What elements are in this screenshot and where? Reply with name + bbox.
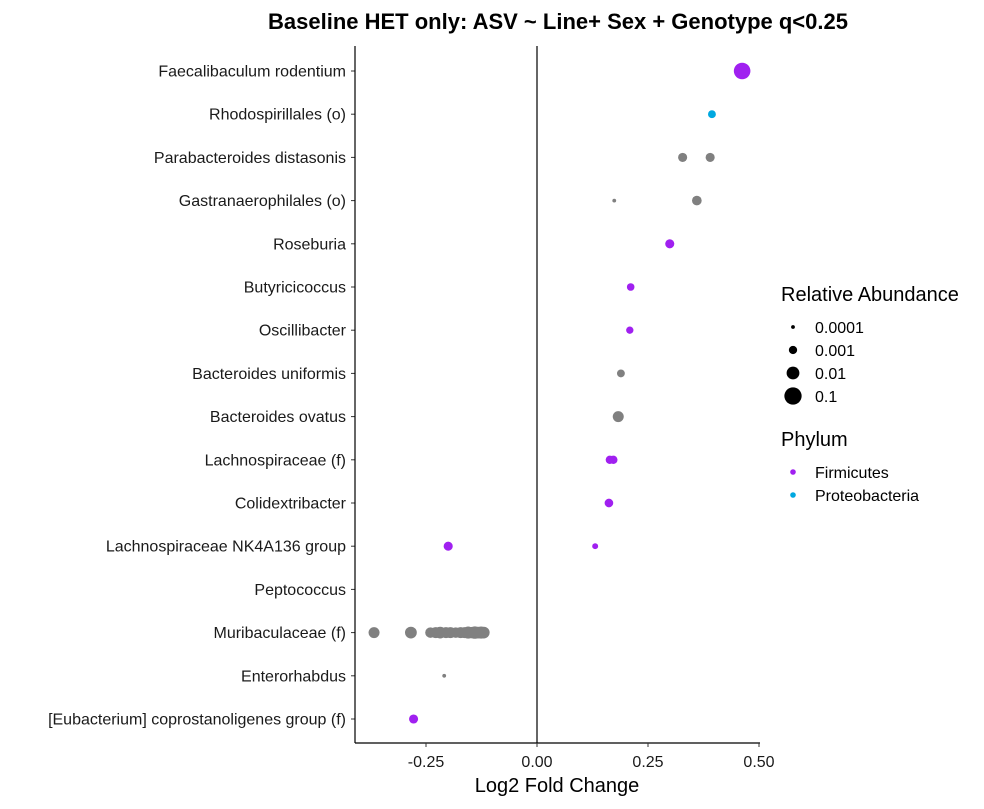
size-legend-key: [791, 325, 795, 329]
data-point: [692, 195, 702, 206]
y-tick-label: Roseburia: [273, 236, 346, 253]
y-tick-label: Oscillibacter: [259, 323, 347, 340]
data-point: [616, 369, 625, 378]
size-legend-label: 0.01: [815, 366, 846, 383]
category-labels: Faecalibaculum rodentium Rhodospirillales…: [48, 64, 355, 729]
data-point: [612, 411, 624, 423]
data-point: [477, 626, 490, 639]
data-point: [442, 673, 447, 678]
data-point: [409, 714, 419, 724]
y-tick-label: Lachnospiraceae (f): [205, 452, 346, 469]
data-point: [612, 198, 617, 203]
data-point: [443, 541, 453, 551]
y-tick-label: Gastranaerophilales (o): [179, 193, 346, 210]
size-legend-title: Relative Abundance: [781, 284, 959, 306]
size-legend-key: [784, 387, 802, 405]
x-axis-ticks: -0.25 0.00 0.25 0.50: [408, 743, 775, 771]
y-tick-label: Lachnospiraceae NK4A136 group: [106, 539, 346, 556]
color-legend-items: Firmicutes Proteobacteria: [790, 465, 919, 505]
size-legend-label: 0.001: [815, 343, 855, 360]
data-point: [705, 152, 715, 162]
y-tick-label: Enterorhabdus: [241, 668, 346, 685]
y-tick-label: Parabacteroides distasonis: [154, 150, 346, 167]
y-tick-label: Faecalibaculum rodentium: [158, 64, 346, 81]
y-tick-label: Bacteroides ovatus: [210, 409, 346, 426]
data-point: [604, 498, 614, 508]
x-tick-label: 0.25: [632, 754, 663, 771]
color-legend-key: [790, 492, 796, 498]
data-point: [708, 110, 716, 119]
data-point: [626, 283, 635, 291]
data-point: [368, 627, 380, 639]
data-point: [405, 626, 417, 639]
size-legend-key: [788, 345, 798, 355]
color-legend-key: [790, 469, 796, 475]
color-legend-title: Phylum: [781, 429, 848, 451]
size-legend-items: 0.0001 0.001 0.01 0.1: [784, 320, 864, 406]
y-tick-label: [Eubacterium] coprostanoligenes group (f…: [48, 712, 346, 729]
chart-title: Baseline HET only: ASV ~ Line+ Sex + Gen…: [268, 9, 848, 34]
y-tick-label: Peptococcus: [254, 582, 346, 599]
y-tick-label: Rhodospirillales (o): [209, 107, 346, 124]
size-legend-label: 0.0001: [815, 320, 864, 337]
x-tick-label: -0.25: [408, 754, 445, 771]
data-point: [678, 152, 688, 162]
y-tick-label: Butyricicoccus: [244, 280, 346, 297]
data-point: [665, 239, 675, 249]
x-axis-title: Log2 Fold Change: [475, 775, 640, 797]
data-point: [609, 455, 618, 464]
y-tick-label: Muribaculaceae (f): [214, 625, 347, 642]
data-points: [368, 62, 751, 724]
x-tick-label: 0.50: [743, 754, 774, 771]
legend: Relative Abundance 0.0001 0.001 0.01 0.1 Ph…: [781, 284, 959, 505]
y-tick-label: Bacteroides uniformis: [192, 366, 346, 383]
color-legend-label: Firmicutes: [815, 465, 889, 482]
x-tick-label: 0.00: [521, 754, 552, 771]
data-point: [626, 326, 634, 334]
y-tick-label: Colidextribacter: [235, 496, 347, 513]
size-legend-label: 0.1: [815, 389, 837, 406]
color-legend-label: Proteobacteria: [815, 488, 919, 505]
size-legend-key: [786, 366, 800, 380]
data-point: [592, 543, 599, 550]
data-point: [733, 62, 751, 80]
